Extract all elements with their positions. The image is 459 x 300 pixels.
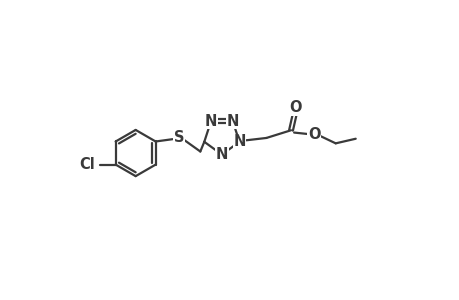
Text: N: N — [204, 114, 217, 129]
Text: N: N — [226, 114, 238, 129]
Text: N: N — [233, 134, 245, 149]
Text: O: O — [289, 100, 301, 116]
Text: Cl: Cl — [79, 157, 95, 172]
Text: N: N — [215, 147, 228, 162]
Text: S: S — [173, 130, 184, 145]
Text: O: O — [307, 127, 320, 142]
